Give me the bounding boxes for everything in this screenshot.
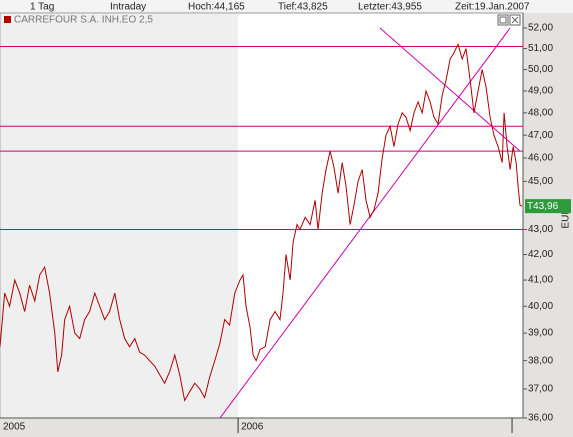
year-shade bbox=[1, 14, 239, 418]
info-text: Letzter:43,955 bbox=[358, 2, 422, 13]
last-price-label: T43,96 bbox=[527, 201, 559, 212]
last-price-box bbox=[525, 199, 571, 214]
y-tick-label: 39,00 bbox=[528, 328, 553, 339]
info-text: Hoch:44,165 bbox=[188, 2, 245, 13]
chart-title: CARREFOUR S.A. INH.EO 2,5 bbox=[14, 15, 153, 26]
y-tick-label: 49,00 bbox=[528, 86, 553, 97]
y-tick-label: 41,00 bbox=[528, 275, 553, 286]
price-line bbox=[0, 43, 523, 402]
y-tick-label: 46,00 bbox=[528, 153, 553, 164]
y-tick-label: 43,00 bbox=[528, 224, 553, 235]
x-tick-label: 2005 bbox=[3, 422, 26, 433]
trend-line bbox=[219, 27, 511, 418]
info-bar bbox=[0, 0, 573, 13]
close-icon bbox=[511, 16, 519, 24]
y-tick-label: 37,00 bbox=[528, 384, 553, 395]
y-axis-label: EUR bbox=[561, 207, 572, 228]
y-tick-label: 52,00 bbox=[528, 23, 553, 34]
y-tick-label: 51,00 bbox=[528, 43, 553, 54]
info-text: Intraday bbox=[110, 2, 146, 13]
y-tick-label: 36,00 bbox=[528, 413, 553, 424]
maximize-button[interactable] bbox=[497, 14, 509, 26]
y-tick-label: 48,00 bbox=[528, 108, 553, 119]
series-icon bbox=[4, 16, 11, 23]
y-tick-label: 42,00 bbox=[528, 249, 553, 260]
y-tick-label: 45,00 bbox=[528, 176, 553, 187]
y-tick-label: 50,00 bbox=[528, 64, 553, 75]
y-tick-label: 47,00 bbox=[528, 130, 553, 141]
y-tick-label: 38,00 bbox=[528, 355, 553, 366]
trend-line bbox=[379, 27, 521, 152]
x-tick-label: 2006 bbox=[241, 422, 264, 433]
info-text: Tief:43,825 bbox=[278, 2, 328, 13]
y-tick-label: 40,00 bbox=[528, 301, 553, 312]
info-text: Zeit:19.Jan.2007 bbox=[455, 2, 530, 13]
info-text: 1 Tag bbox=[30, 2, 54, 13]
plot-content bbox=[0, 27, 523, 418]
maximize-icon bbox=[499, 16, 507, 24]
